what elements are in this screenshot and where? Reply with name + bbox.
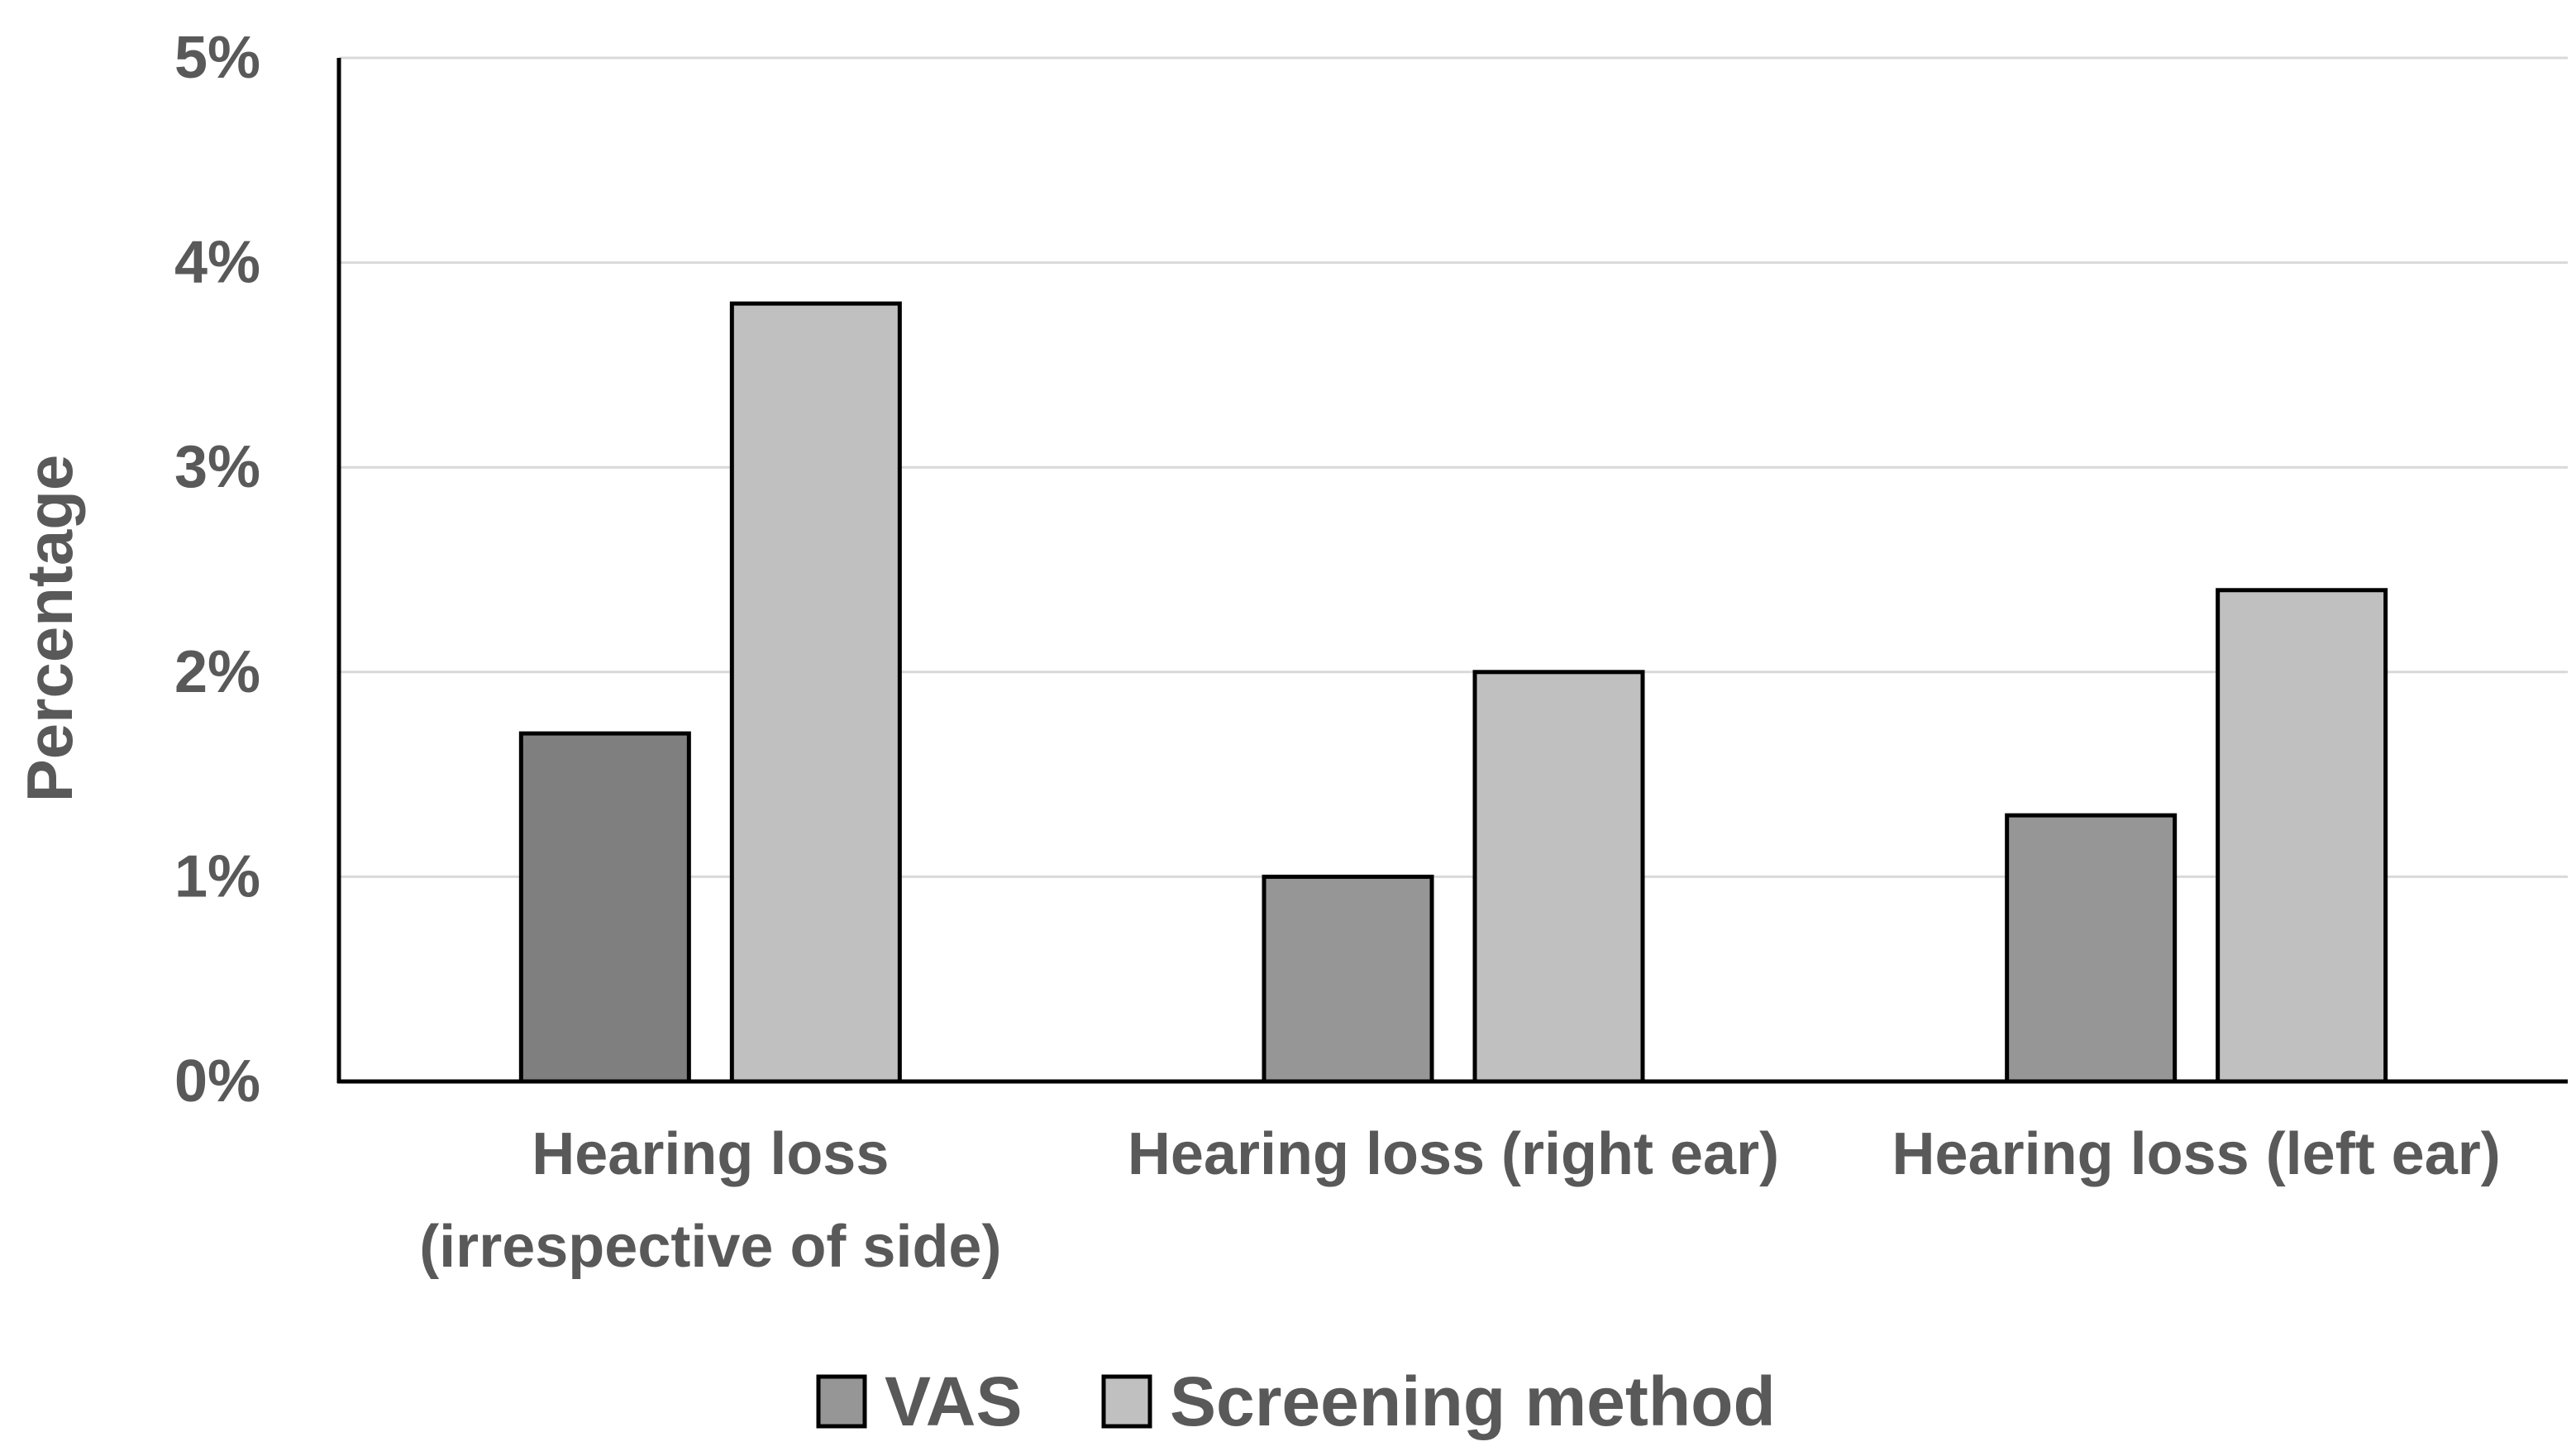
bar-vas [1262, 874, 1434, 1084]
x-category-label: Hearing loss (left ear) [1892, 1121, 2501, 1187]
x-category-label: (irrespective of side) [419, 1214, 1001, 1280]
bar-screening-method [2216, 588, 2388, 1084]
bars [518, 301, 2388, 1084]
axes [336, 58, 2568, 1084]
y-tick-label: 2% [174, 639, 260, 705]
labels: 0% 1% 2% 3% 4% 5% Hearing loss (irrespective of… [13, 25, 2501, 1280]
bar-vas [518, 731, 691, 1084]
x-category-label: Hearing loss [532, 1121, 889, 1187]
y-tick-label: 0% [174, 1048, 260, 1115]
legend-swatch-screening-method [1101, 1374, 1152, 1429]
bar-screening-method [729, 301, 902, 1084]
y-tick-label: 1% [174, 843, 260, 909]
bar-vas [2005, 813, 2178, 1084]
bar-screening-method [1472, 670, 1645, 1084]
legend-label: VAS [885, 1363, 1022, 1440]
y-tick-label: 3% [174, 434, 260, 500]
y-axis-title: Percentage [13, 455, 86, 803]
gridlines [339, 56, 2568, 878]
legend-swatch-vas [816, 1374, 867, 1429]
legend: VAS Screening method [816, 1363, 1776, 1440]
x-category-label: Hearing loss (right ear) [1128, 1121, 1779, 1187]
legend-label: Screening method [1170, 1363, 1776, 1440]
y-tick-label: 5% [174, 25, 260, 91]
y-tick-label: 4% [174, 230, 260, 296]
